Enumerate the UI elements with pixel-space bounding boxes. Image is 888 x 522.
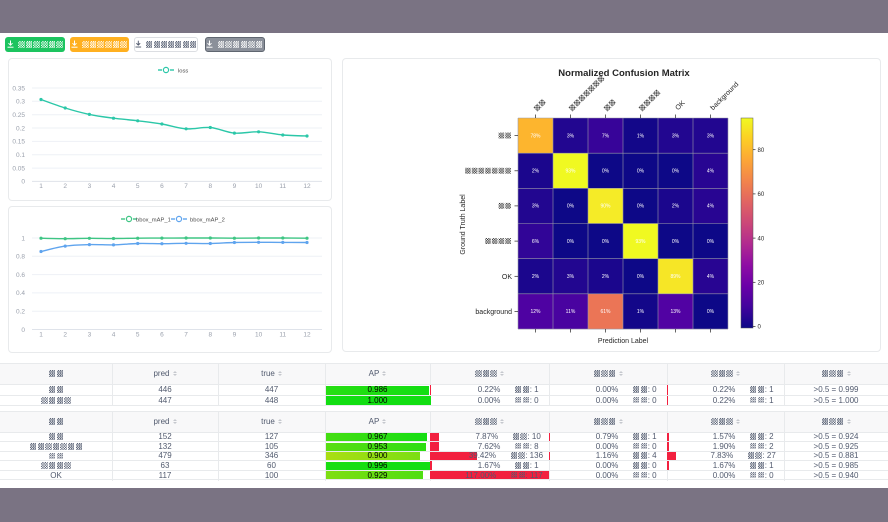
- svg-text:0%: 0%: [672, 169, 680, 175]
- svg-text:10: 10: [255, 183, 263, 190]
- svg-text:0.25: 0.25: [12, 112, 25, 119]
- svg-text:6: 6: [160, 183, 164, 190]
- svg-text:61%: 61%: [600, 309, 611, 315]
- svg-text:0.4: 0.4: [16, 290, 25, 297]
- svg-text:9: 9: [233, 183, 237, 190]
- svg-text:2%: 2%: [532, 169, 540, 175]
- svg-text:6%: 6%: [532, 239, 540, 245]
- svg-text:0%: 0%: [602, 169, 610, 175]
- svg-text:Ground Truth Label: Ground Truth Label: [460, 194, 467, 255]
- svg-text:78%: 78%: [530, 133, 541, 139]
- svg-text:0: 0: [758, 325, 762, 331]
- svg-text:Normalized Confusion Matrix: Normalized Confusion Matrix: [558, 68, 690, 79]
- svg-text:bbox_mAP_1: bbox_mAP_1: [136, 218, 171, 224]
- svg-text:80: 80: [758, 148, 765, 154]
- svg-text:1%: 1%: [637, 133, 645, 139]
- svg-text:5: 5: [136, 183, 140, 190]
- svg-text:4: 4: [112, 332, 116, 339]
- svg-text:bbox_mAP_2: bbox_mAP_2: [190, 218, 225, 224]
- svg-text:4: 4: [112, 183, 116, 190]
- svg-text:OK: OK: [502, 274, 512, 281]
- svg-text:20: 20: [758, 281, 765, 287]
- svg-text:5: 5: [136, 332, 140, 339]
- svg-text:0%: 0%: [567, 239, 575, 245]
- svg-text:0%: 0%: [707, 239, 715, 245]
- svg-text:2: 2: [63, 183, 67, 190]
- svg-text:0: 0: [21, 179, 25, 186]
- svg-text:0%: 0%: [707, 309, 715, 315]
- svg-text:2%: 2%: [602, 274, 610, 280]
- svg-text:1: 1: [21, 235, 25, 242]
- svg-text:3: 3: [88, 332, 92, 339]
- svg-text:0%: 0%: [567, 204, 575, 210]
- svg-text:3%: 3%: [567, 133, 575, 139]
- svg-text:7%: 7%: [602, 133, 610, 139]
- svg-text:0.05: 0.05: [12, 165, 25, 172]
- svg-text:1: 1: [39, 183, 43, 190]
- svg-text:0.8: 0.8: [16, 254, 25, 261]
- svg-text:11: 11: [279, 332, 286, 339]
- svg-text:10: 10: [255, 332, 263, 339]
- svg-text:12: 12: [303, 332, 311, 339]
- svg-text:93%: 93%: [635, 239, 646, 245]
- svg-text:3%: 3%: [532, 204, 540, 210]
- svg-text:background: background: [709, 81, 740, 112]
- svg-text:2%: 2%: [532, 274, 540, 280]
- svg-text:0.15: 0.15: [12, 139, 25, 146]
- svg-text:3%: 3%: [672, 133, 680, 139]
- svg-text:93%: 93%: [565, 169, 576, 175]
- svg-text:0.1: 0.1: [16, 152, 25, 159]
- svg-text:0.3: 0.3: [16, 99, 25, 106]
- svg-text:loss: loss: [178, 69, 188, 75]
- svg-text:0.6: 0.6: [16, 272, 25, 279]
- svg-text:40: 40: [758, 236, 765, 242]
- svg-text:4%: 4%: [707, 169, 715, 175]
- svg-text:90%: 90%: [600, 204, 611, 210]
- svg-text:4%: 4%: [707, 274, 715, 280]
- svg-text:0.2: 0.2: [16, 309, 25, 316]
- svg-text:0%: 0%: [637, 204, 645, 210]
- svg-text:11%: 11%: [566, 309, 576, 315]
- svg-text:1: 1: [39, 332, 43, 339]
- svg-text:3%: 3%: [707, 133, 715, 139]
- svg-text:7: 7: [184, 183, 188, 190]
- svg-text:6: 6: [160, 332, 164, 339]
- svg-text:0.35: 0.35: [12, 85, 25, 92]
- svg-text:2%: 2%: [672, 204, 680, 210]
- svg-text:12: 12: [303, 183, 311, 190]
- svg-text:13%: 13%: [670, 309, 681, 315]
- svg-text:background: background: [475, 309, 512, 316]
- svg-text:9: 9: [233, 332, 237, 339]
- svg-text:60: 60: [758, 192, 765, 198]
- svg-text:0%: 0%: [672, 239, 680, 245]
- svg-text:12%: 12%: [530, 309, 541, 315]
- svg-text:3: 3: [88, 183, 92, 190]
- svg-text:0%: 0%: [637, 274, 645, 280]
- svg-text:8: 8: [208, 332, 212, 339]
- svg-text:89%: 89%: [670, 274, 681, 280]
- svg-text:Prediction Label: Prediction Label: [598, 338, 649, 345]
- svg-text:3%: 3%: [567, 274, 575, 280]
- svg-text:0%: 0%: [602, 239, 610, 245]
- svg-text:2: 2: [63, 332, 67, 339]
- svg-text:7: 7: [184, 332, 188, 339]
- svg-text:0: 0: [21, 327, 25, 334]
- svg-text:11: 11: [279, 183, 286, 190]
- svg-text:8: 8: [208, 183, 212, 190]
- svg-text:0.2: 0.2: [16, 125, 25, 132]
- svg-text:0%: 0%: [637, 169, 645, 175]
- svg-text:1%: 1%: [637, 309, 645, 315]
- svg-text:OK: OK: [674, 100, 686, 112]
- svg-text:4%: 4%: [707, 204, 715, 210]
